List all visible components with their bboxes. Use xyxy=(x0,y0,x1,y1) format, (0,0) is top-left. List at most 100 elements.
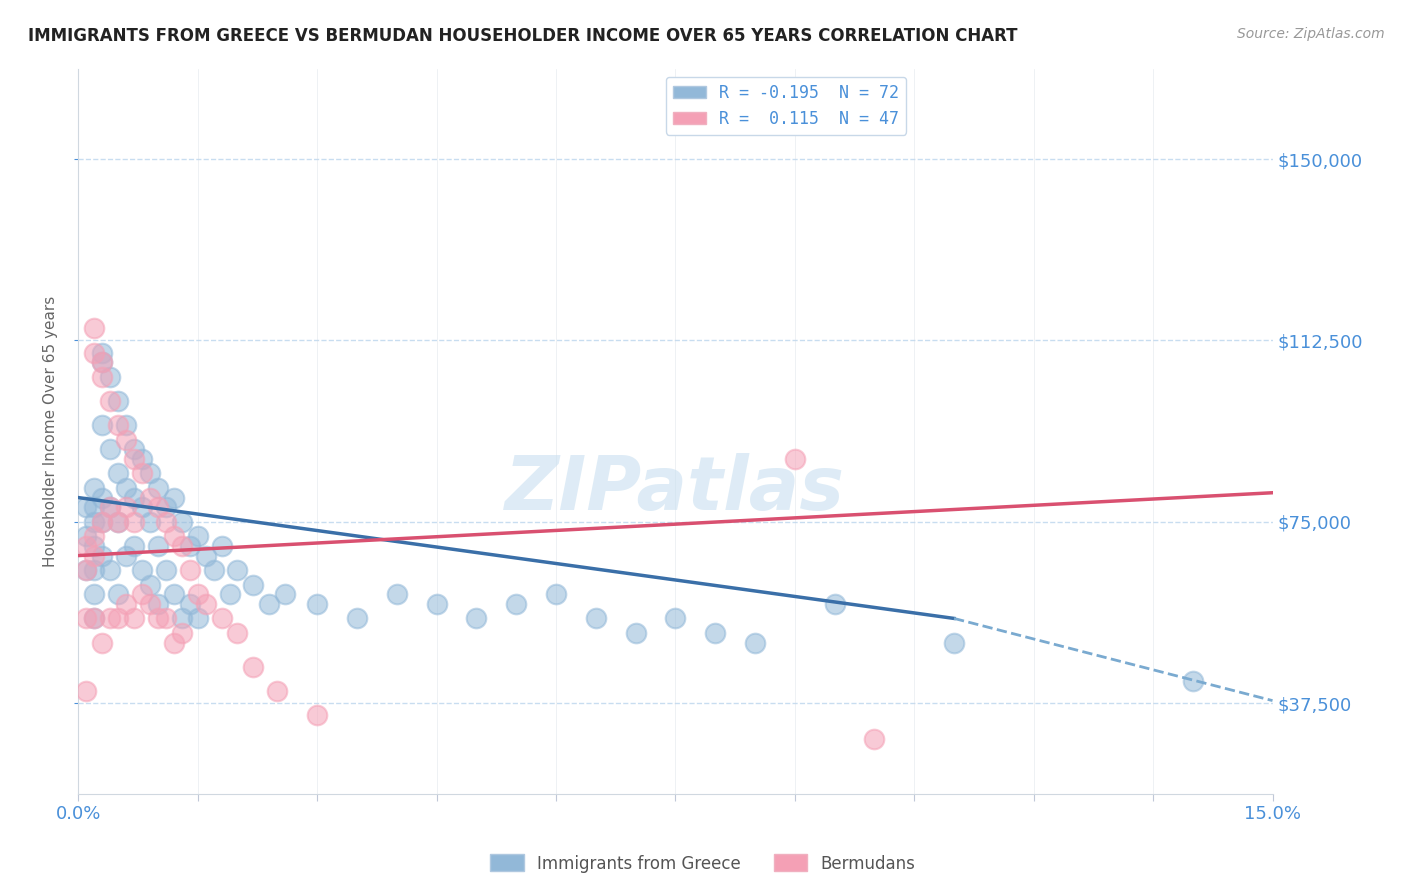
Point xyxy=(163,587,186,601)
Point xyxy=(187,611,209,625)
Point xyxy=(704,626,727,640)
Point xyxy=(505,597,527,611)
Point xyxy=(146,611,169,625)
Point xyxy=(83,515,105,529)
Point xyxy=(122,539,145,553)
Y-axis label: Householder Income Over 65 years: Householder Income Over 65 years xyxy=(44,295,58,566)
Point xyxy=(194,597,217,611)
Point xyxy=(98,500,121,515)
Point xyxy=(226,626,249,640)
Point xyxy=(83,500,105,515)
Point xyxy=(91,345,114,359)
Point xyxy=(465,611,488,625)
Point xyxy=(146,597,169,611)
Point xyxy=(98,369,121,384)
Point xyxy=(783,451,806,466)
Point xyxy=(83,549,105,563)
Point xyxy=(91,418,114,433)
Point xyxy=(75,529,97,543)
Legend: R = -0.195  N = 72, R =  0.115  N = 47: R = -0.195 N = 72, R = 0.115 N = 47 xyxy=(666,77,905,135)
Point xyxy=(131,467,153,481)
Point xyxy=(98,393,121,408)
Point xyxy=(211,539,233,553)
Point xyxy=(107,515,129,529)
Point xyxy=(75,500,97,515)
Point xyxy=(75,539,97,553)
Point xyxy=(83,539,105,553)
Point xyxy=(115,481,138,495)
Point xyxy=(187,587,209,601)
Point xyxy=(91,515,114,529)
Point xyxy=(75,611,97,625)
Point xyxy=(115,500,138,515)
Point xyxy=(179,563,201,577)
Point xyxy=(139,467,162,481)
Point xyxy=(83,529,105,543)
Point xyxy=(122,442,145,457)
Point xyxy=(425,597,447,611)
Point xyxy=(107,515,129,529)
Point xyxy=(98,611,121,625)
Point xyxy=(91,635,114,649)
Point xyxy=(155,500,177,515)
Point xyxy=(107,418,129,433)
Point xyxy=(83,611,105,625)
Point xyxy=(242,660,264,674)
Point xyxy=(155,563,177,577)
Point xyxy=(1181,674,1204,689)
Point xyxy=(211,611,233,625)
Text: ZIPatlas: ZIPatlas xyxy=(505,452,845,525)
Point xyxy=(139,491,162,505)
Point xyxy=(83,345,105,359)
Point xyxy=(107,467,129,481)
Point xyxy=(664,611,686,625)
Point xyxy=(259,597,281,611)
Text: IMMIGRANTS FROM GREECE VS BERMUDAN HOUSEHOLDER INCOME OVER 65 YEARS CORRELATION : IMMIGRANTS FROM GREECE VS BERMUDAN HOUSE… xyxy=(28,27,1018,45)
Point xyxy=(83,321,105,335)
Point xyxy=(107,611,129,625)
Point xyxy=(194,549,217,563)
Point xyxy=(115,549,138,563)
Point xyxy=(163,491,186,505)
Point xyxy=(98,563,121,577)
Point xyxy=(139,515,162,529)
Point xyxy=(170,611,193,625)
Point xyxy=(139,577,162,591)
Point xyxy=(163,529,186,543)
Point xyxy=(179,597,201,611)
Point xyxy=(122,515,145,529)
Point xyxy=(91,355,114,369)
Point xyxy=(242,577,264,591)
Point xyxy=(170,515,193,529)
Point xyxy=(75,563,97,577)
Point xyxy=(624,626,647,640)
Point xyxy=(744,635,766,649)
Point xyxy=(131,451,153,466)
Point xyxy=(115,597,138,611)
Point xyxy=(122,611,145,625)
Point xyxy=(146,481,169,495)
Point xyxy=(307,708,329,723)
Point xyxy=(218,587,240,601)
Point xyxy=(146,539,169,553)
Point xyxy=(226,563,249,577)
Point xyxy=(544,587,567,601)
Point xyxy=(91,515,114,529)
Point xyxy=(202,563,225,577)
Point xyxy=(91,491,114,505)
Point xyxy=(274,587,297,601)
Text: Source: ZipAtlas.com: Source: ZipAtlas.com xyxy=(1237,27,1385,41)
Point xyxy=(585,611,607,625)
Point xyxy=(155,611,177,625)
Point xyxy=(187,529,209,543)
Point xyxy=(170,539,193,553)
Point xyxy=(107,393,129,408)
Point xyxy=(91,355,114,369)
Point xyxy=(385,587,408,601)
Point xyxy=(170,626,193,640)
Point xyxy=(83,481,105,495)
Point xyxy=(115,418,138,433)
Point xyxy=(131,563,153,577)
Point xyxy=(122,491,145,505)
Point xyxy=(139,597,162,611)
